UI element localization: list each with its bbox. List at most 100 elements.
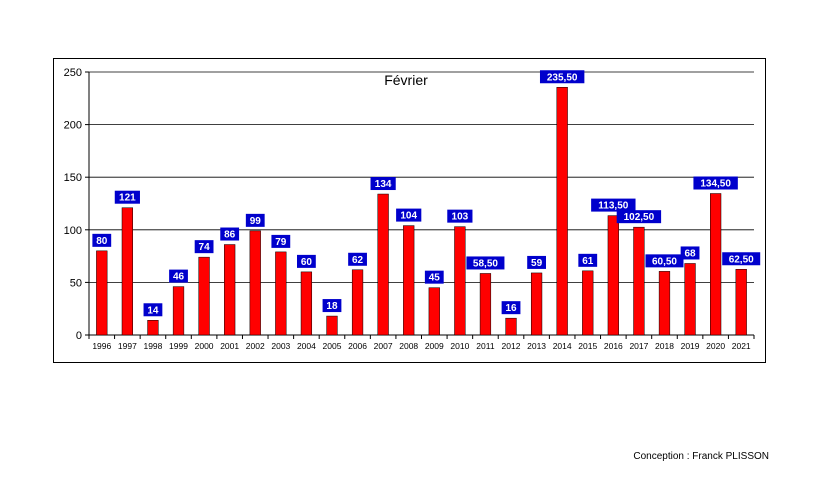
data-label: 14 xyxy=(147,305,159,316)
data-label: 103 xyxy=(452,212,469,223)
bar-2013 xyxy=(530,272,543,336)
bar-2007 xyxy=(377,193,389,336)
y-tick-label: 100 xyxy=(64,225,82,237)
bar-2020 xyxy=(710,193,722,336)
x-tick-label: 2006 xyxy=(348,341,367,351)
x-tick-label: 2021 xyxy=(732,341,751,351)
data-label: 62 xyxy=(352,255,364,266)
bar-1998 xyxy=(147,320,159,336)
x-tick-label: 2010 xyxy=(450,341,469,351)
x-tick-label: 2000 xyxy=(195,341,214,351)
data-label-box xyxy=(680,246,700,260)
bar-2010 xyxy=(454,226,466,336)
data-label: 99 xyxy=(250,216,262,227)
data-label-box xyxy=(271,234,291,248)
x-tick-label: 2005 xyxy=(323,341,342,351)
x-tick-label: 2011 xyxy=(476,341,495,351)
data-label-box xyxy=(297,254,316,268)
bar-2014 xyxy=(556,87,568,336)
data-label-box xyxy=(616,210,662,224)
bar-2008 xyxy=(403,225,415,336)
bar-1999 xyxy=(172,286,185,336)
data-label-box xyxy=(396,208,422,222)
bar-2011 xyxy=(479,273,492,336)
credit-text: Conception : Franck PLISSON xyxy=(633,451,769,462)
data-label-box xyxy=(322,299,342,313)
data-label: 113,50 xyxy=(598,201,628,212)
bar-2005 xyxy=(326,315,338,336)
data-label-box xyxy=(447,209,473,223)
data-label-box xyxy=(591,198,636,212)
x-tick-label: 2019 xyxy=(681,341,700,351)
y-tick-label: 250 xyxy=(64,67,82,79)
chart-frame: 0 50 100 150 200 250 Février 1996 80 1997 121 1998 1… xyxy=(53,58,766,363)
x-tick-label: 2012 xyxy=(502,341,521,351)
bar-2003 xyxy=(275,251,287,336)
bar-2002 xyxy=(249,230,261,336)
data-label-box xyxy=(348,252,367,266)
y-tick-label: 200 xyxy=(64,120,82,132)
y-tick-label: 0 xyxy=(76,330,82,342)
data-label-box xyxy=(370,177,396,191)
data-label: 59 xyxy=(531,258,543,269)
x-tick-label: 2014 xyxy=(553,341,572,351)
data-label-box xyxy=(578,253,598,267)
data-label-box xyxy=(722,252,761,266)
data-label-box xyxy=(220,227,240,241)
data-label: 62,50 xyxy=(729,254,754,265)
x-tick-label: 2007 xyxy=(374,341,393,351)
data-label: 235,50 xyxy=(547,72,578,83)
x-tick-label: 2002 xyxy=(246,341,265,351)
data-label: 80 xyxy=(96,236,108,247)
x-tick-label: 2001 xyxy=(220,341,239,351)
data-label: 18 xyxy=(326,301,338,312)
data-label-box xyxy=(527,255,546,269)
data-label: 68 xyxy=(684,248,696,259)
chart-title: Février xyxy=(384,72,428,88)
x-tick-label: 2015 xyxy=(578,341,597,351)
x-tick-label: 2004 xyxy=(297,341,316,351)
data-label: 16 xyxy=(505,303,517,314)
data-label-box xyxy=(143,303,163,317)
bar-2018 xyxy=(658,271,671,336)
bar-chart: 0 50 100 150 200 250 Février 1996 80 1997 121 1998 1… xyxy=(64,67,761,351)
bar-1996 xyxy=(96,250,108,336)
data-label: 121 xyxy=(119,193,136,204)
y-tick-label: 150 xyxy=(64,172,82,184)
x-tick-label: 1998 xyxy=(143,341,162,351)
data-label-box xyxy=(424,270,444,284)
bar-1997 xyxy=(121,207,133,336)
data-label-box xyxy=(92,233,112,247)
x-tick-label: 2020 xyxy=(706,341,725,351)
data-label-box xyxy=(169,269,188,283)
bar-2006 xyxy=(351,269,364,336)
bar-2015 xyxy=(582,270,594,336)
data-label-box xyxy=(194,240,214,254)
data-label: 60 xyxy=(301,257,313,268)
data-label: 61 xyxy=(582,256,594,267)
bar-2001 xyxy=(224,244,236,336)
data-label-box xyxy=(645,254,684,268)
data-label: 46 xyxy=(173,272,185,283)
bar-2017 xyxy=(633,226,645,336)
x-tick-label: 2016 xyxy=(604,341,623,351)
bar-2016 xyxy=(607,215,619,336)
x-tick-label: 2013 xyxy=(527,341,546,351)
x-tick-label: 2008 xyxy=(399,341,418,351)
data-label: 86 xyxy=(224,230,236,241)
bar-2019 xyxy=(684,263,696,336)
data-label-box xyxy=(693,176,738,190)
x-tick-label: 2009 xyxy=(425,341,444,351)
y-tick-label: 50 xyxy=(70,277,82,289)
data-label-box xyxy=(114,190,140,204)
data-label-box xyxy=(466,256,505,270)
data-label-box xyxy=(501,301,521,315)
bar-2000 xyxy=(198,256,210,336)
x-tick-label: 1996 xyxy=(92,341,111,351)
data-label: 60,50 xyxy=(652,256,677,267)
data-label: 58,50 xyxy=(473,258,498,269)
bar-2021 xyxy=(735,269,747,336)
bar-2009 xyxy=(428,287,440,336)
bar-2004 xyxy=(300,271,313,336)
data-label: 134 xyxy=(375,179,392,190)
